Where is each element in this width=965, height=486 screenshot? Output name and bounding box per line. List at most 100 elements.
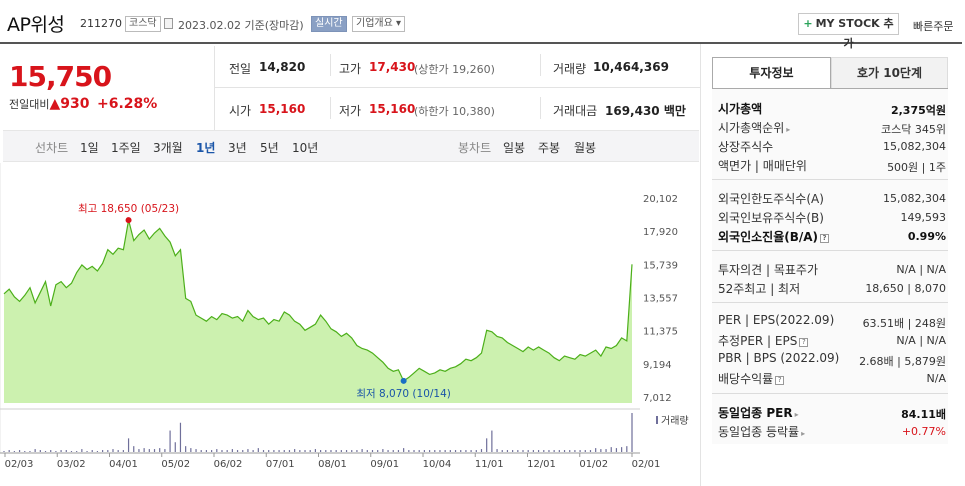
tab-1d[interactable]: 1일 [80,141,99,155]
volume-bar [29,451,31,452]
volume-bar [8,450,10,452]
help-icon[interactable]: ? [820,234,830,243]
volume-bar [548,450,550,452]
x-tick-label: 10/04 [423,459,452,470]
calendar-icon [164,18,173,29]
par-label: 액면가 | 매매단위 [718,159,807,173]
volume-bar [174,442,176,452]
tab-orderbook-10[interactable]: 호가 10단계 [831,57,948,89]
sector-rate-row[interactable]: 동일업종 등락률 ▸ [718,423,805,440]
divider [700,44,701,486]
add-my-stock-button[interactable]: + MY STOCK 추가 [798,13,899,50]
tab-3y[interactable]: 3년 [228,141,247,155]
candle-chart-label: 봉차트 [458,141,492,155]
volume-bar [621,447,623,452]
volume-bar [159,448,161,452]
volume-bar [480,449,483,452]
sector-per-row[interactable]: 동일업종 PER ▸ [718,404,799,421]
par-value: 500원 | 1주 [887,161,946,174]
volume-legend-swatch [656,416,658,424]
tab-invest-info[interactable]: 투자정보 [712,57,831,89]
x-tick-label: 02/01 [632,459,661,470]
w52-label: 52주최고 | 최저 [718,282,801,296]
volume-bar [377,450,379,452]
volume-bar [512,450,514,452]
chevron-right-icon: ▸ [794,410,799,419]
chevron-right-icon: ▸ [801,429,806,438]
tab-daily[interactable]: 일봉 [503,141,526,155]
market-tag: 코스닥 [125,16,161,32]
quick-order-button[interactable]: 빠른주문 [913,20,954,33]
volume-bar [569,450,571,452]
period-tab-bar: 선차트 1일 1주일 3개월 1년 3년 5년 10년 봉차트 일봉 주봉 월봉 [3,130,699,162]
divider [330,97,331,119]
tab-5y[interactable]: 5년 [260,141,279,155]
tab-weekly[interactable]: 주봉 [538,141,561,155]
volume-bar [257,448,259,452]
volume-bar [460,450,462,452]
volume-value: 10,464,369 [593,60,669,74]
volume-bar [465,450,467,452]
tab-1w[interactable]: 1주일 [111,141,141,155]
volume-bar [55,451,57,452]
y-tick-label: 7,012 [643,393,672,404]
tab-10y[interactable]: 10년 [292,141,319,155]
current-price: 15,750 [9,60,112,93]
company-overview-dropdown[interactable]: 기업개요 ▾ [352,16,405,32]
shares-value: 15,082,304 [883,140,946,153]
quote-date: 2023.02.02 기준(장마감) [178,19,304,32]
x-tick-label: 03/02 [57,459,86,470]
stock-name[interactable]: AP위성 [7,14,65,36]
volume-label: 거래량 [553,62,587,76]
price-chart[interactable]: 20,102 17,920 15,739 13,557 11,375 9,194 7,012… [0,163,700,483]
volume-bar [278,450,280,452]
add-my-stock-label: MY STOCK 추가 [815,17,894,50]
foreign-rate-value: 0.99% [907,230,946,243]
foreign-limit-label: 외국인한도주식수(A) [718,192,824,206]
y-tick-label: 13,557 [643,294,678,305]
volume-bar [18,450,21,452]
min-point-label: 최저 8,070 (10/14) [356,388,451,400]
volume-bar [340,450,342,452]
volume-bar [211,450,213,452]
tab-monthly[interactable]: 월봉 [574,141,597,155]
y-tick-label: 20,102 [643,194,678,205]
foreign-hold-label: 외국인보유주식수(B) [718,211,824,225]
y-tick-label: 15,739 [643,260,678,271]
volume-bar [413,450,415,452]
volume-bar [236,450,239,452]
realtime-tag[interactable]: 실시간 [311,16,347,32]
volume-bar [242,450,244,452]
divider [540,54,541,76]
foreign-rate-row: 외국인소진율(B/A)? [718,228,830,245]
volume-bar [434,450,436,452]
volume-bar [392,450,394,452]
opinion-label: 투자의견 | 목표주가 [718,263,818,277]
mcap-rank-row[interactable]: 시가총액순위 ▸ [718,119,790,136]
div-label: 배당수익률 [718,372,774,386]
sector-per-value: 84.11배 [901,408,946,421]
volume-bar [133,446,135,452]
volume-bar [205,450,208,452]
volume-bar [216,449,218,452]
max-point-label: 최고 18,650 (05/23) [78,203,179,215]
volume-bar [366,450,368,452]
volume-bar [537,450,540,452]
low-label: 저가 [339,104,362,118]
help-icon[interactable]: ? [799,338,809,347]
pbr-label: PBR | BPS (2022.09) [718,351,840,365]
volume-bar [252,450,254,452]
volume-bar [589,450,592,452]
help-icon[interactable]: ? [775,376,785,385]
tab-1y[interactable]: 1년 [196,141,216,155]
volume-bar [3,451,5,452]
divider [214,87,700,88]
per-value: 63.51배 | 248원 [862,317,946,330]
div-row: 배당수익률? [718,370,785,387]
volume-bar [164,449,166,452]
volume-bar [127,438,130,452]
volume-bar [13,451,15,452]
tab-3m[interactable]: 3개월 [153,141,183,155]
volume-bar [122,450,124,452]
volume-bar [200,450,202,452]
